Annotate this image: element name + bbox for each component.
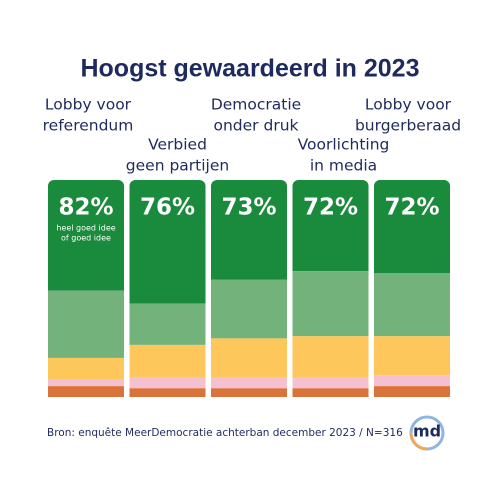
value-label: 82% (58, 195, 113, 221)
bar-group (292, 180, 369, 397)
bar-group (48, 180, 124, 397)
bar-segment (211, 338, 287, 378)
category-label: Lobby voor (365, 96, 452, 114)
bar-segment (48, 180, 124, 291)
bar-segment (292, 377, 369, 389)
logo: md (413, 422, 441, 441)
logo-accent (409, 432, 428, 451)
value-label: 76% (140, 195, 195, 221)
bar-segment (292, 180, 369, 272)
bar-segment (211, 279, 287, 339)
annotation: heel goed idee (56, 224, 115, 233)
bar-segment (374, 273, 450, 337)
category-label: Lobby voor (45, 96, 132, 114)
value-label: 72% (384, 195, 439, 221)
bar-segment (129, 180, 206, 304)
category-label: Voorlichting (298, 136, 390, 154)
bar-segment (374, 180, 450, 274)
bar-group (374, 180, 450, 397)
source: Bron: enquête MeerDemocratie achterban d… (47, 427, 403, 439)
bar-segment (48, 357, 124, 380)
bar-segment (374, 336, 450, 376)
bar-segment (211, 377, 287, 389)
bar-segment (129, 303, 206, 345)
bar-segment (48, 379, 124, 387)
bar-segment (129, 388, 206, 397)
bar-segment (211, 180, 287, 280)
bar-group (129, 180, 206, 397)
bar-segment (48, 290, 124, 358)
bar-segment (374, 386, 450, 397)
value-label: 73% (221, 195, 276, 221)
bar-segment (211, 388, 287, 397)
bar-segment (292, 388, 369, 397)
annotation: of goed idee (61, 234, 111, 243)
bar-segment (374, 375, 450, 387)
value-label: 72% (303, 195, 358, 221)
category-label: burgerberaad (355, 117, 461, 135)
category-label: geen partijen (126, 157, 229, 175)
bar-segment (129, 344, 206, 378)
bar-segment (292, 271, 369, 337)
category-label: Verbied (148, 136, 207, 154)
bar-segment (129, 377, 206, 389)
bar-segment (48, 386, 124, 397)
category-label: in media (310, 157, 377, 175)
category-label: referendum (43, 117, 134, 135)
bar-group (211, 180, 287, 397)
chart-title: Hoogst gewaardeerd in 2023 (80, 55, 419, 83)
category-label: Democratie (211, 96, 301, 114)
category-label: onder druk (214, 117, 299, 135)
bar-segment (292, 336, 369, 378)
